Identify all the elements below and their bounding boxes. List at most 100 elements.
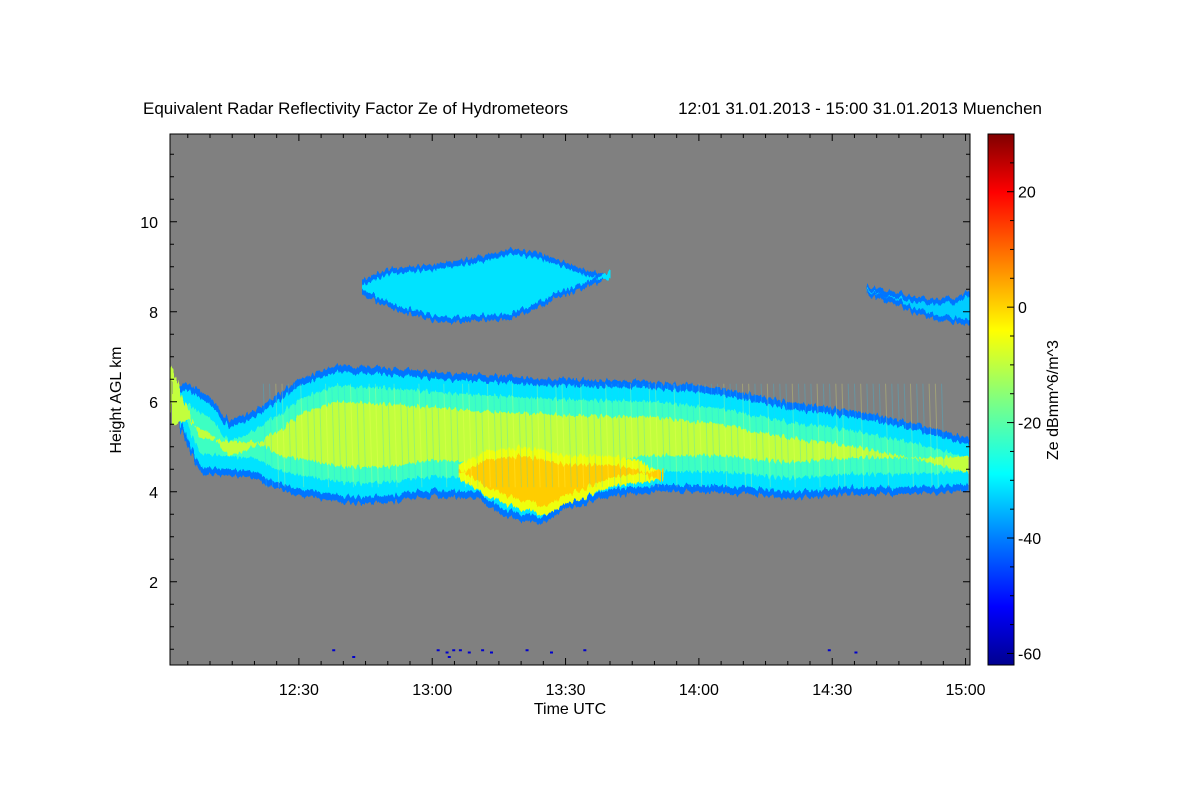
fallstreak xyxy=(356,383,361,488)
fallstreak xyxy=(866,383,871,488)
y-axis: 2 4 6 8 10 xyxy=(140,153,970,650)
noise-speckle xyxy=(467,651,471,654)
fallstreak xyxy=(872,383,877,488)
noise-speckle xyxy=(854,651,858,654)
fallstreak xyxy=(443,383,448,488)
fallstreak xyxy=(418,383,423,488)
fallstreak xyxy=(424,383,429,488)
fallstreak xyxy=(729,383,734,488)
fallstreak xyxy=(524,383,529,488)
fallstreak xyxy=(891,383,896,488)
fallstreak xyxy=(461,383,466,488)
fallstreak xyxy=(897,383,902,488)
fallstreak xyxy=(381,383,386,488)
x-tick-label: 15:00 xyxy=(946,682,986,699)
fallstreak xyxy=(654,383,659,488)
fallstreak xyxy=(847,383,852,488)
fallstreak xyxy=(810,383,815,488)
fallstreak xyxy=(337,383,342,488)
fallstreak xyxy=(605,383,610,488)
fallstreak xyxy=(499,383,504,488)
noise-speckle xyxy=(458,649,462,652)
fallstreak xyxy=(573,383,578,488)
fallstreak xyxy=(505,383,510,488)
colorbar-tick-label: 20 xyxy=(1018,185,1036,202)
noise-speckle xyxy=(490,651,493,654)
fallstreak xyxy=(667,383,672,488)
fallstreak xyxy=(405,383,410,488)
colorbar xyxy=(987,133,1015,666)
fallstreak xyxy=(281,383,286,488)
intense-core-inner xyxy=(458,455,664,506)
fallstreak xyxy=(717,383,722,488)
noise-speckle xyxy=(447,656,451,658)
fallstreak xyxy=(804,383,809,488)
fallstreak xyxy=(928,383,933,488)
y-axis-label: Height AGL km xyxy=(108,346,125,453)
echo-layer xyxy=(170,248,970,524)
fallstreak xyxy=(561,383,566,488)
fallstreaks xyxy=(262,383,946,488)
x-tick-label: 14:30 xyxy=(812,682,852,699)
speckle-layer xyxy=(332,649,858,658)
fallstreak xyxy=(878,383,883,488)
fallstreak xyxy=(549,383,554,488)
x-axis: 12:30 13:00 13:30 14:00 14:30 15:00 xyxy=(187,134,986,699)
fallstreak xyxy=(343,383,348,488)
fallstreak xyxy=(822,383,827,488)
fallstreak xyxy=(468,383,473,488)
fallstreak xyxy=(766,383,771,488)
fallstreak xyxy=(474,383,479,488)
colorbar-tick-label: 0 xyxy=(1018,300,1027,317)
x-tick-label: 12:30 xyxy=(279,682,319,699)
colorbar-label: Ze dBmm^6/m^3 xyxy=(1045,340,1062,460)
fallstreak xyxy=(449,383,454,488)
plot-frame xyxy=(169,133,971,666)
fallstreak xyxy=(748,383,753,488)
noise-speckle xyxy=(583,649,587,652)
chart-subtitle: 12:01 31.01.2013 - 15:00 31.01.2013 Muen… xyxy=(678,99,1042,118)
fallstreak xyxy=(598,383,603,488)
fallstreak xyxy=(692,383,697,488)
fallstreak xyxy=(661,383,666,488)
fallstreak xyxy=(374,383,379,488)
upper-cloud-right-body xyxy=(867,288,970,320)
fallstreak xyxy=(723,383,728,488)
noise-speckle xyxy=(445,651,449,654)
noise-speckle xyxy=(827,649,831,652)
fallstreak xyxy=(586,383,591,488)
noise-speckle xyxy=(525,649,529,652)
fallstreak xyxy=(387,383,392,488)
fallstreak xyxy=(530,383,535,488)
fallstreak xyxy=(486,383,491,488)
upper-cloud-left-body xyxy=(361,254,610,318)
y-tick-label: 10 xyxy=(140,215,158,232)
fallstreak xyxy=(860,383,865,488)
fallstreak xyxy=(399,383,404,488)
fallstreak xyxy=(542,383,547,488)
fallstreak xyxy=(592,383,597,488)
fallstreak xyxy=(922,383,927,488)
fallstreak xyxy=(941,383,946,488)
fallstreak xyxy=(623,383,628,488)
fallstreak xyxy=(312,383,317,488)
fallstreak xyxy=(349,383,354,488)
fallstreak xyxy=(362,383,367,488)
colorbar-tick-label: -60 xyxy=(1018,646,1041,663)
fallstreak xyxy=(536,383,541,488)
y-tick-label: 2 xyxy=(149,575,158,592)
fallstreak xyxy=(934,383,939,488)
y-tick-label: 4 xyxy=(149,485,158,502)
fallstreak xyxy=(480,383,485,488)
intense-core xyxy=(458,446,664,515)
noise-speckle xyxy=(452,649,456,652)
fallstreak xyxy=(611,383,616,488)
main-stratiform-layer-level-3 xyxy=(170,361,970,488)
noise-speckle xyxy=(332,649,336,652)
x-tick-label: 13:00 xyxy=(412,682,452,699)
fallstreak xyxy=(269,383,274,488)
fallstreak xyxy=(318,383,323,488)
fallstreak xyxy=(511,383,516,488)
fallstreak xyxy=(430,383,435,488)
